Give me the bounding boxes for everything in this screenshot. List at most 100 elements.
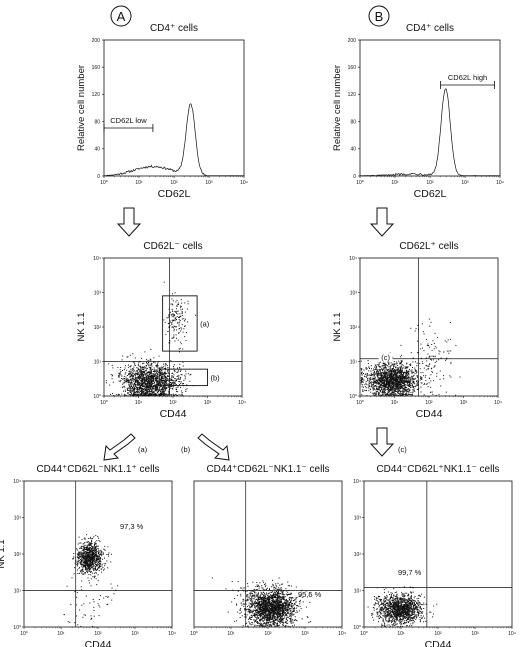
event-dot <box>184 375 186 377</box>
event-dot <box>162 378 164 380</box>
event-dot <box>143 375 145 377</box>
event-dot <box>390 368 391 370</box>
event-dot <box>155 374 157 376</box>
event-dot <box>408 393 410 395</box>
event-dot <box>419 379 421 381</box>
event-dot <box>374 382 376 384</box>
event-dot <box>88 547 90 549</box>
event-dot <box>145 392 147 394</box>
event-dot <box>364 384 366 386</box>
event-dot <box>73 573 75 575</box>
event-dot <box>129 391 131 393</box>
event-dot <box>179 351 180 353</box>
event-dot <box>173 367 175 369</box>
event-dot <box>375 366 377 368</box>
event-dot <box>396 394 398 396</box>
event-dot <box>155 365 157 367</box>
event-dot <box>87 564 89 566</box>
event-dot <box>445 359 446 361</box>
event-dot <box>401 375 402 377</box>
event-dot <box>154 384 156 386</box>
event-dot <box>163 382 165 384</box>
event-dot <box>84 544 86 546</box>
event-dot <box>96 565 98 567</box>
event-dot <box>377 380 379 382</box>
event-dot <box>408 372 410 374</box>
event-dot <box>391 393 393 395</box>
event-dot <box>163 389 165 391</box>
event-dot <box>76 548 78 550</box>
event-dot <box>82 616 84 618</box>
event-dot <box>409 385 411 387</box>
event-dot <box>139 393 141 395</box>
event-dot <box>77 558 79 560</box>
event-dot <box>175 319 177 321</box>
event-dot <box>144 377 146 379</box>
event-dot <box>95 554 97 556</box>
y-tick-label: 120 <box>348 92 357 98</box>
x-tick-label: 10¹ <box>391 400 399 406</box>
event-dot <box>175 305 177 307</box>
event-dot <box>402 365 404 367</box>
event-dot <box>147 388 149 390</box>
y-tick-label: 10⁴ <box>13 479 21 485</box>
event-dot <box>130 386 132 388</box>
event-dot <box>393 374 394 376</box>
event-dot <box>368 384 370 386</box>
event-dot <box>165 381 167 382</box>
event-dot <box>180 327 182 329</box>
event-dot <box>431 355 433 357</box>
event-dot <box>149 376 151 378</box>
event-dot <box>123 390 124 392</box>
event-dot <box>384 377 386 379</box>
event-dot <box>365 382 367 384</box>
event-dot <box>384 362 386 364</box>
event-dot <box>404 378 406 380</box>
event-dot <box>82 555 84 557</box>
event-dot <box>167 370 169 372</box>
event-dot <box>397 392 399 394</box>
event-dot <box>378 382 380 384</box>
event-dot <box>290 602 291 603</box>
event-dot <box>142 395 143 397</box>
event-dot <box>79 566 81 568</box>
event-dot <box>380 379 382 381</box>
event-dot <box>145 395 147 397</box>
event-dot <box>395 369 397 371</box>
event-dot <box>421 379 423 380</box>
event-dot <box>149 369 151 371</box>
event-dot <box>446 350 448 352</box>
event-dot <box>96 559 98 560</box>
event-dot <box>86 562 88 564</box>
event-dot <box>90 559 92 561</box>
event-dot <box>134 391 136 393</box>
event-dot <box>272 601 274 603</box>
event-dot <box>178 332 180 333</box>
event-dot <box>168 342 170 344</box>
event-dot <box>368 383 370 385</box>
event-dot <box>131 369 133 371</box>
event-dot <box>146 377 148 379</box>
event-dot <box>131 374 132 376</box>
event-dot <box>131 392 132 394</box>
event-dot <box>143 374 144 376</box>
event-dot <box>388 394 390 396</box>
event-dot <box>416 365 418 367</box>
event-dot <box>372 392 374 394</box>
event-dot <box>133 392 135 394</box>
event-dot <box>408 380 410 382</box>
event-dot <box>161 372 163 374</box>
event-dot <box>140 380 142 381</box>
event-dot <box>123 395 125 397</box>
event-dot <box>90 561 91 563</box>
event-dot <box>427 386 429 388</box>
event-dot <box>177 386 179 388</box>
event-dot <box>137 390 139 392</box>
event-dot <box>81 554 83 556</box>
event-dot <box>394 389 396 391</box>
event-dot <box>177 395 178 396</box>
event-dot <box>373 382 375 384</box>
event-dot <box>97 548 99 550</box>
event-dot <box>138 390 140 392</box>
event-dot <box>161 371 163 373</box>
